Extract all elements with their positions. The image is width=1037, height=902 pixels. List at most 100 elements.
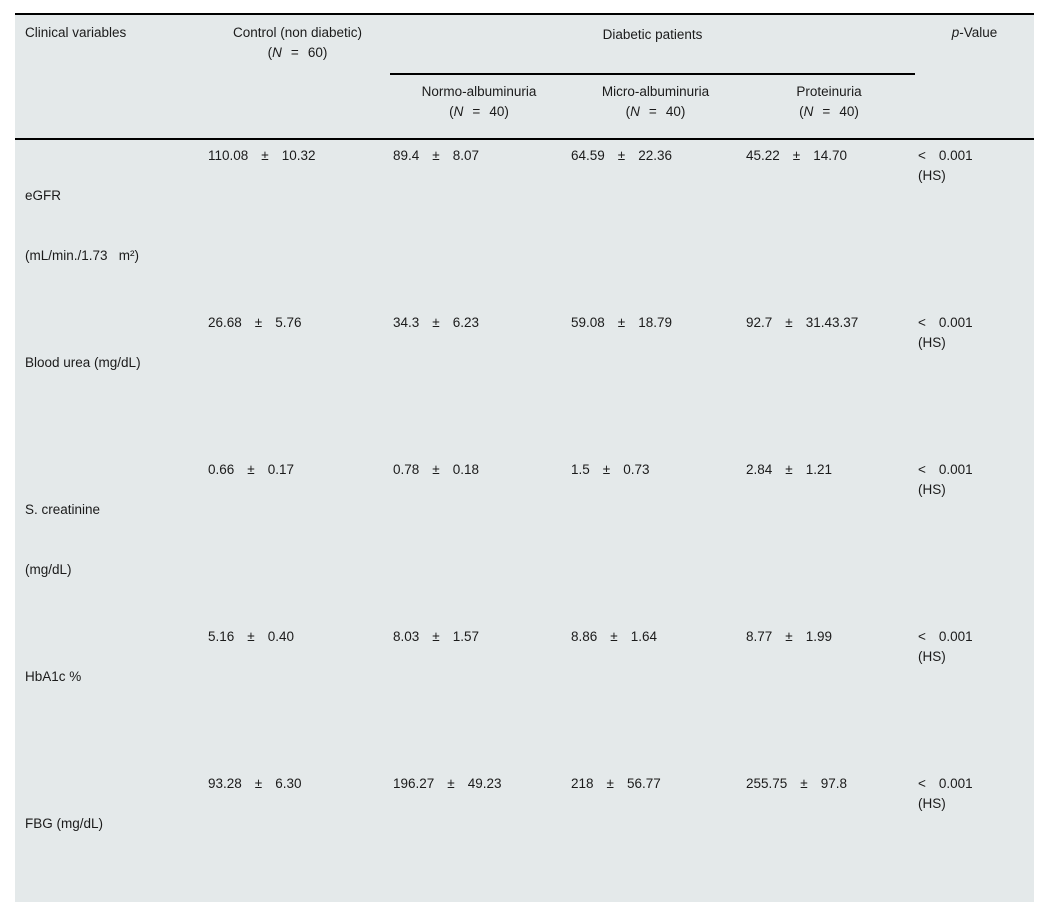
mean-value: 8.86 bbox=[571, 627, 597, 647]
header-p-value: p-Value bbox=[915, 14, 1034, 139]
mean-value: 64.59 bbox=[571, 146, 605, 166]
variable-name: Blood urea (mg/dL) bbox=[25, 353, 204, 373]
plus-minus-sign: ± bbox=[432, 146, 439, 166]
mean-value: 59.08 bbox=[571, 313, 605, 333]
variable-name: FBG (mg/dL) bbox=[25, 814, 204, 834]
p-value: <0.001 bbox=[916, 313, 973, 333]
sd-value: 56.77 bbox=[627, 774, 661, 794]
p-value: <0.001 bbox=[916, 774, 973, 794]
variable-unit: (mL/min./1.73 m²) bbox=[25, 246, 204, 266]
plus-minus-sign: ± bbox=[785, 313, 792, 333]
clinical-variables-table: Clinical variables Control (non diabetic… bbox=[15, 13, 1034, 902]
mean-value: 5.16 bbox=[208, 627, 234, 647]
table-header: Clinical variables Control (non diabetic… bbox=[15, 14, 1034, 139]
table-row: FBG (mg/dL) 93.28±6.30 196.27 ±49.23 218 ±… bbox=[15, 768, 1034, 902]
micro-albuminuria-value: 64.59±22.36 bbox=[569, 146, 672, 166]
plus-minus-sign: ± bbox=[432, 627, 439, 647]
header-diabetic-patients: Diabetic patients bbox=[390, 14, 915, 74]
sd-value: 49.23 bbox=[468, 774, 502, 794]
mean-value: 89.4 bbox=[393, 146, 419, 166]
mean-value: 34.3 bbox=[393, 313, 419, 333]
sd-value: 6.23 bbox=[453, 313, 479, 333]
table-row: Blood urea (mg/dL) 26.68±5.76 34.3±6.23 … bbox=[15, 307, 1034, 454]
sd-value: 1.57 bbox=[453, 627, 479, 647]
significance-note: (HS) bbox=[916, 647, 1033, 667]
sd-value: 0.40 bbox=[268, 627, 294, 647]
normo-albuminuria-value: 89.4±8.07 bbox=[391, 146, 479, 166]
sd-value: 10.32 bbox=[282, 146, 316, 166]
micro-albuminuria-value: 218 ±56.77 bbox=[569, 774, 661, 794]
subgroup-title: Proteinuria bbox=[744, 82, 914, 102]
mean-value: 196.27 bbox=[393, 774, 434, 794]
micro-albuminuria-value: 1.5±0.73 bbox=[569, 460, 649, 480]
plus-minus-sign: ± bbox=[793, 146, 800, 166]
sd-value: 31.43.37 bbox=[806, 313, 859, 333]
significance-note: (HS) bbox=[916, 166, 1033, 186]
normo-albuminuria-value: 8.03 ±1.57 bbox=[391, 627, 479, 647]
sd-value: 5.76 bbox=[275, 313, 301, 333]
plus-minus-sign: ± bbox=[618, 313, 625, 333]
sd-value: 1.64 bbox=[631, 627, 657, 647]
p-threshold: 0.001 bbox=[939, 146, 973, 166]
mean-value: 8.03 bbox=[393, 627, 419, 647]
mean-value: 2.84 bbox=[746, 460, 772, 480]
comparison-operator: < bbox=[918, 627, 926, 647]
plus-minus-sign: ± bbox=[261, 146, 268, 166]
control-group-title: Control (non diabetic) bbox=[206, 23, 389, 43]
mean-value: 92.7 bbox=[746, 313, 772, 333]
normo-albuminuria-value: 196.27 ±49.23 bbox=[391, 774, 502, 794]
sd-value: 1.21 bbox=[806, 460, 832, 480]
mean-value: 218 bbox=[571, 774, 594, 794]
variable-name: HbA1c % bbox=[25, 667, 204, 687]
header-row-top: Clinical variables Control (non diabetic… bbox=[15, 14, 1034, 74]
table-body: eGFR (mL/min./1.73 m²) 110.08 ±10.32 89.4… bbox=[15, 139, 1034, 902]
control-value: 5.16±0.40 bbox=[206, 627, 294, 647]
plus-minus-sign: ± bbox=[255, 313, 262, 333]
plus-minus-sign: ± bbox=[255, 774, 262, 794]
mean-value: 0.66 bbox=[208, 460, 234, 480]
control-value: 110.08 ±10.32 bbox=[206, 146, 316, 166]
subgroup-sample-size: (N = 40) bbox=[626, 102, 686, 122]
significance-note: (HS) bbox=[916, 794, 1033, 814]
sd-value: 18.79 bbox=[638, 313, 672, 333]
header-control-group: Control (non diabetic) (N = 60) bbox=[205, 14, 390, 139]
mean-value: 0.78 bbox=[393, 460, 419, 480]
plus-minus-sign: ± bbox=[800, 774, 807, 794]
subgroup-title: Micro-albuminuria bbox=[569, 82, 742, 102]
sd-value: 14.70 bbox=[813, 146, 847, 166]
p-threshold: 0.001 bbox=[939, 627, 973, 647]
comparison-operator: < bbox=[918, 774, 926, 794]
table-row: S. creatinine (mg/dL) 0.66±0.17 0.78±0.1… bbox=[15, 454, 1034, 621]
mean-value: 26.68 bbox=[208, 313, 242, 333]
proteinuria-value: 255.75 ±97.8 bbox=[744, 774, 847, 794]
p-threshold: 0.001 bbox=[939, 774, 973, 794]
mean-value: 45.22 bbox=[746, 146, 780, 166]
proteinuria-value: 2.84 ±1.21 bbox=[744, 460, 832, 480]
control-value: 26.68 ±5.76 bbox=[206, 313, 302, 333]
proteinuria-value: 45.22 ±14.70 bbox=[744, 146, 847, 166]
comparison-operator: < bbox=[918, 146, 926, 166]
table-row: eGFR (mL/min./1.73 m²) 110.08 ±10.32 89.4… bbox=[15, 139, 1034, 307]
table-row: HbA1c % 5.16±0.40 8.03 ±1.57 8.86 ±1.64 8.… bbox=[15, 621, 1034, 768]
plus-minus-sign: ± bbox=[247, 460, 254, 480]
variable-name: eGFR bbox=[25, 186, 204, 206]
control-sample-size: (N = 60) bbox=[268, 43, 328, 63]
plus-minus-sign: ± bbox=[432, 313, 439, 333]
comparison-operator: < bbox=[918, 313, 926, 333]
sd-value: 97.8 bbox=[821, 774, 847, 794]
subgroup-sample-size: (N = 40) bbox=[449, 102, 509, 122]
p-value: <0.001 bbox=[916, 627, 973, 647]
plus-minus-sign: ± bbox=[607, 774, 614, 794]
proteinuria-value: 92.7 ±31.43.37 bbox=[744, 313, 858, 333]
control-value: 0.66±0.17 bbox=[206, 460, 294, 480]
plus-minus-sign: ± bbox=[447, 774, 454, 794]
plus-minus-sign: ± bbox=[785, 460, 792, 480]
control-value: 93.28±6.30 bbox=[206, 774, 302, 794]
p-value: <0.001 bbox=[916, 146, 973, 166]
plus-minus-sign: ± bbox=[618, 146, 625, 166]
mean-value: 255.75 bbox=[746, 774, 787, 794]
mean-value: 110.08 bbox=[208, 146, 248, 166]
normo-albuminuria-value: 34.3 ±6.23 bbox=[391, 313, 479, 333]
subgroup-title: Normo-albuminuria bbox=[391, 82, 567, 102]
significance-note: (HS) bbox=[916, 333, 1033, 353]
